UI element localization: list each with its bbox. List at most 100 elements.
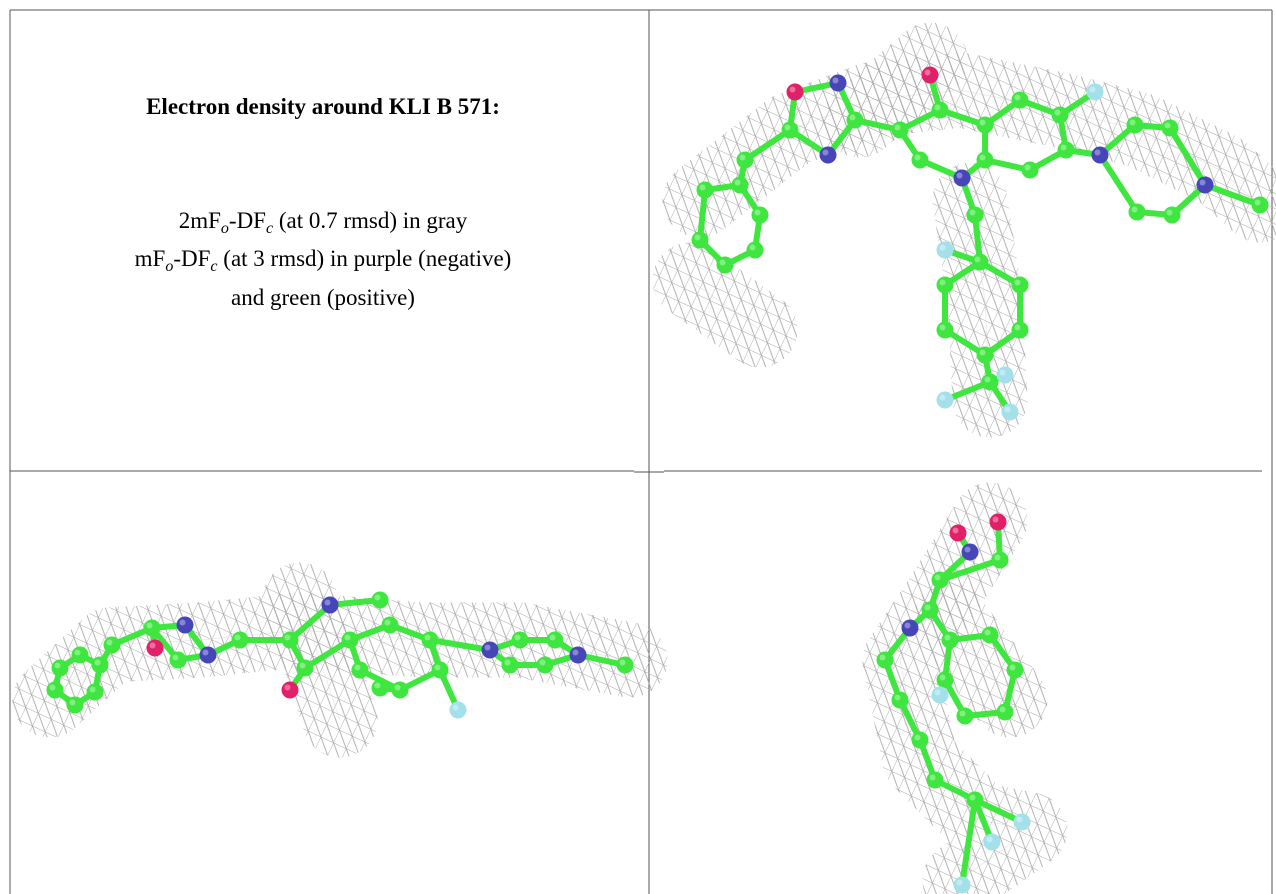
atom-highlight bbox=[833, 78, 839, 84]
atom-highlight bbox=[785, 125, 791, 131]
atom bbox=[697, 182, 714, 199]
atom bbox=[87, 684, 104, 701]
atom-highlight bbox=[325, 600, 331, 606]
atom-highlight bbox=[180, 620, 186, 626]
atom bbox=[432, 662, 449, 679]
atom-highlight bbox=[203, 650, 209, 656]
atom-highlight bbox=[960, 711, 966, 717]
atom bbox=[47, 682, 64, 699]
atom bbox=[954, 877, 971, 894]
atom bbox=[1127, 117, 1144, 134]
atom-highlight bbox=[980, 155, 986, 161]
atom bbox=[177, 617, 194, 634]
caption-part: -DF bbox=[229, 208, 266, 233]
atom-highlight bbox=[985, 377, 991, 383]
atom-highlight bbox=[925, 605, 931, 611]
atom bbox=[297, 660, 314, 677]
atom-highlight bbox=[515, 635, 521, 641]
atom-highlight bbox=[550, 635, 556, 641]
atom bbox=[92, 657, 109, 674]
atom-highlight bbox=[1095, 150, 1101, 156]
atom-highlight bbox=[957, 173, 963, 179]
atom-highlight bbox=[355, 665, 361, 671]
atom bbox=[982, 627, 999, 644]
atom bbox=[937, 672, 954, 689]
atom bbox=[747, 242, 764, 259]
atom bbox=[820, 147, 837, 164]
caption-subscript: o bbox=[221, 220, 229, 237]
caption-line: and green (positive) bbox=[231, 285, 415, 310]
atom-highlight bbox=[385, 620, 391, 626]
atom-highlight bbox=[940, 325, 946, 331]
atom bbox=[372, 592, 389, 609]
atom bbox=[937, 392, 954, 409]
atom-highlight bbox=[147, 623, 153, 629]
atom bbox=[1052, 107, 1069, 124]
atom bbox=[372, 680, 389, 697]
atom-highlight bbox=[285, 685, 291, 691]
atom-highlight bbox=[945, 635, 951, 641]
atom-highlight bbox=[375, 595, 381, 601]
atom bbox=[992, 552, 1009, 569]
atom-highlight bbox=[55, 663, 61, 669]
atom bbox=[52, 660, 69, 677]
atom-highlight bbox=[915, 735, 921, 741]
figure-page: Electron density around KLI B 571: 2mFo-… bbox=[0, 0, 1276, 894]
atom-highlight bbox=[1061, 145, 1067, 151]
atom-highlight bbox=[750, 245, 756, 251]
atom bbox=[282, 682, 299, 699]
molecule-panel bbox=[47, 592, 634, 721]
atom bbox=[957, 708, 974, 725]
atom-highlight bbox=[395, 685, 401, 691]
atom bbox=[902, 620, 919, 637]
atom bbox=[144, 620, 161, 637]
atom bbox=[1092, 147, 1109, 164]
atom bbox=[990, 514, 1007, 531]
atom bbox=[1002, 404, 1019, 421]
atom bbox=[787, 84, 804, 101]
atom bbox=[937, 277, 954, 294]
atom bbox=[67, 697, 84, 714]
atom bbox=[932, 687, 949, 704]
atom bbox=[1162, 120, 1179, 137]
atom-highlight bbox=[1010, 665, 1016, 671]
atom bbox=[877, 652, 894, 669]
atom-highlight bbox=[95, 660, 101, 666]
atom-highlight bbox=[1090, 87, 1096, 93]
atom-highlight bbox=[620, 660, 626, 666]
atom-highlight bbox=[700, 185, 706, 191]
caption-part: (at 3 rmsd) in purple (negative) bbox=[218, 246, 512, 271]
atom-highlight bbox=[573, 650, 579, 656]
caption-subscript: c bbox=[210, 258, 217, 275]
atom-highlight bbox=[975, 257, 981, 263]
atom bbox=[104, 637, 121, 654]
caption-subscript: o bbox=[165, 258, 173, 275]
atom-highlight bbox=[995, 555, 1001, 561]
atom-highlight bbox=[1055, 110, 1061, 116]
atom-highlight bbox=[90, 687, 96, 693]
atom bbox=[967, 792, 984, 809]
atom bbox=[512, 632, 529, 649]
caption-part: mF bbox=[135, 246, 166, 271]
caption-subscript: c bbox=[266, 220, 273, 237]
atom-highlight bbox=[965, 547, 971, 553]
caption-part: (at 0.7 rmsd) in gray bbox=[273, 208, 468, 233]
molecule-renderings bbox=[47, 60, 1269, 894]
molecule-panel bbox=[690, 60, 1269, 421]
atom bbox=[392, 682, 409, 699]
atom-highlight bbox=[940, 395, 946, 401]
atom bbox=[382, 617, 399, 634]
atom-highlight bbox=[930, 775, 936, 781]
atom-highlight bbox=[940, 675, 946, 681]
atom-highlight bbox=[107, 640, 113, 646]
atom-highlight bbox=[1000, 370, 1006, 376]
atom-highlight bbox=[1200, 180, 1206, 186]
atom-highlight bbox=[987, 837, 993, 843]
atom bbox=[717, 257, 734, 274]
atom-highlight bbox=[453, 705, 459, 711]
atom bbox=[732, 177, 749, 194]
atom bbox=[547, 632, 564, 649]
atom bbox=[954, 170, 971, 187]
atom-highlight bbox=[935, 105, 941, 111]
atom bbox=[972, 254, 989, 271]
